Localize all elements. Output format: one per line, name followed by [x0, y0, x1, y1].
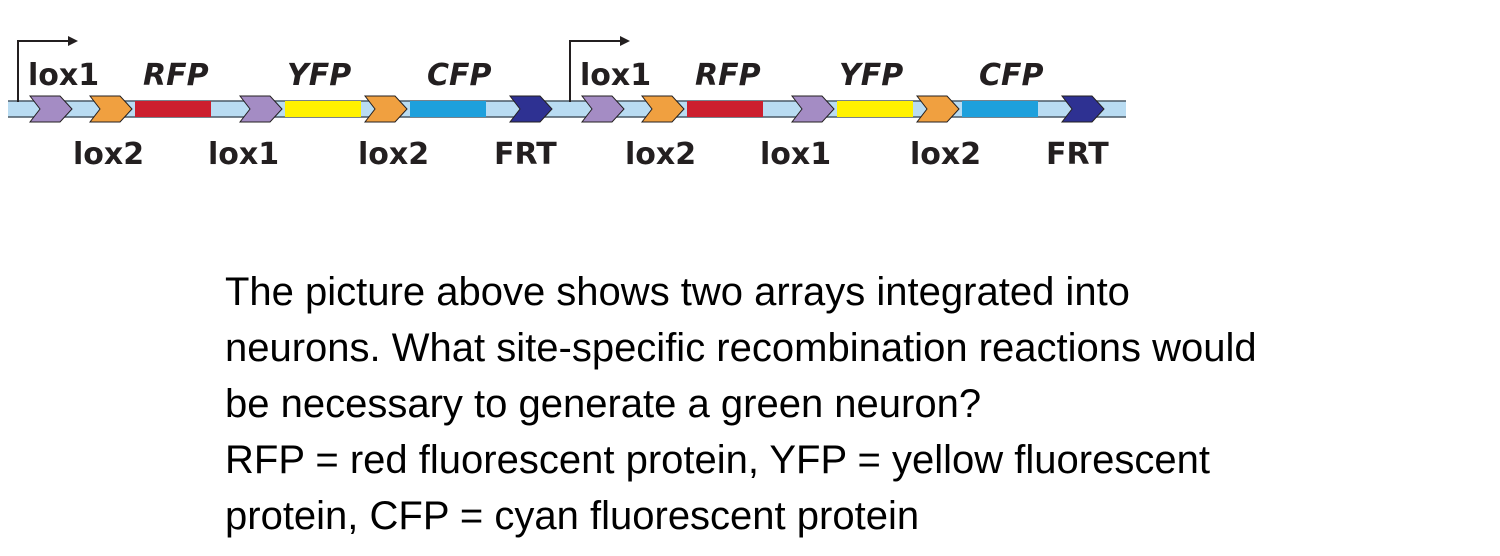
top-label: lox1	[28, 58, 99, 93]
promoter-arrowhead-icon	[620, 36, 630, 46]
top-label: RFP	[143, 58, 209, 93]
site-lox2-arrow-icon	[640, 95, 685, 123]
question-line-1: The picture above shows two arrays integ…	[225, 270, 1130, 314]
top-label: YFP	[287, 58, 351, 93]
promoter-arrowhead-icon	[68, 36, 78, 46]
gene-cfp	[410, 101, 486, 117]
bottom-label: FRT	[494, 137, 557, 172]
site-lox2-arrow-icon	[88, 95, 133, 123]
site-lox1-arrow-icon	[238, 95, 283, 123]
question-line-3: be necessary to generate a green neuron?	[225, 382, 982, 426]
bottom-label: lox1	[208, 137, 279, 172]
top-label: RFP	[695, 58, 761, 93]
question-line-5: protein, CFP = cyan fluorescent protein	[225, 494, 920, 538]
construct-diagram: lox1 RFP YFP CFP lox2 lox1 lox2 FRT lox1 RFP YFP CF…	[8, 36, 1126, 172]
gene-rfp	[135, 101, 211, 117]
gene-yfp	[285, 101, 361, 117]
bottom-label: lox2	[358, 137, 429, 172]
array-2: lox1 RFP YFP CFP lox2 lox1 lox2 FRT	[569, 36, 1109, 172]
top-label: CFP	[427, 58, 492, 93]
site-lox1-arrow-icon	[580, 95, 625, 123]
bottom-label: FRT	[1046, 137, 1109, 172]
gene-yfp	[837, 101, 913, 117]
question-line-2: neurons. What site-specific recombinatio…	[225, 326, 1257, 370]
question-text: The picture above shows two arrays integ…	[225, 264, 1485, 544]
top-label: YFP	[839, 58, 903, 93]
array-1: lox1 RFP YFP CFP lox2 lox1 lox2 FRT	[17, 36, 557, 172]
site-lox1-arrow-icon	[790, 95, 835, 123]
bottom-label: lox2	[625, 137, 696, 172]
site-frt-arrow-icon	[508, 95, 553, 123]
bottom-label: lox2	[73, 137, 144, 172]
top-label: CFP	[979, 58, 1044, 93]
gene-rfp	[687, 101, 763, 117]
gene-cfp	[962, 101, 1038, 117]
promoter-arrow-icon	[17, 40, 70, 102]
bottom-label: lox2	[910, 137, 981, 172]
site-lox2-arrow-icon	[915, 95, 960, 123]
question-line-4: RFP = red fluorescent protein, YFP = yel…	[225, 438, 1210, 482]
site-frt-arrow-icon	[1060, 95, 1105, 123]
site-lox2-arrow-icon	[363, 95, 408, 123]
promoter-arrow-icon	[569, 40, 622, 102]
bottom-label: lox1	[760, 137, 831, 172]
site-lox1-arrow-icon	[28, 95, 73, 123]
top-label: lox1	[580, 58, 651, 93]
